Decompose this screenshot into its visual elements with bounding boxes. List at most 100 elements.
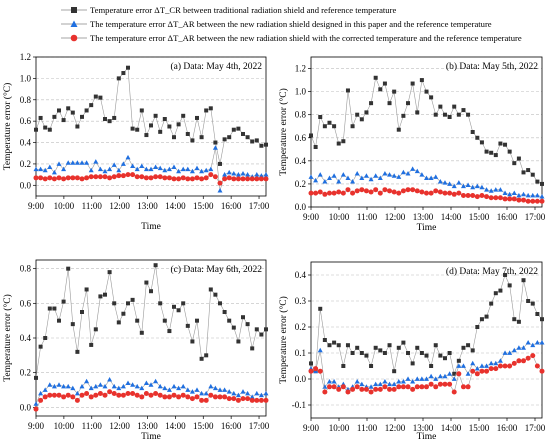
data-point — [433, 384, 439, 390]
data-point — [387, 381, 393, 387]
data-point — [199, 168, 205, 174]
data-point — [107, 270, 112, 275]
data-point — [511, 190, 517, 196]
data-point — [245, 176, 251, 182]
data-point — [308, 174, 314, 179]
data-point — [185, 323, 190, 328]
data-point — [507, 191, 513, 197]
data-point — [475, 325, 480, 329]
data-point — [526, 299, 531, 303]
y-tick-label: 0.0 — [20, 402, 32, 412]
x-axis-label: Time — [417, 223, 437, 233]
data-point — [213, 140, 218, 145]
data-point — [80, 310, 84, 314]
data-point — [447, 351, 452, 355]
data-point — [57, 108, 61, 113]
data-point — [116, 392, 122, 398]
data-point — [176, 394, 182, 400]
data-point — [52, 114, 57, 119]
data-point — [433, 188, 439, 194]
data-point — [102, 392, 108, 398]
data-point — [217, 188, 223, 193]
data-point — [93, 383, 99, 389]
data-point — [153, 390, 159, 396]
data-point — [97, 174, 103, 180]
data-point — [382, 384, 388, 390]
data-point — [359, 117, 364, 122]
series-ar — [308, 166, 545, 199]
data-point — [34, 375, 38, 380]
data-point — [502, 350, 508, 355]
data-point — [217, 387, 223, 392]
x-tick-label: 17:00 — [249, 201, 270, 211]
data-point — [153, 174, 159, 180]
data-point — [327, 343, 332, 348]
data-point — [79, 392, 85, 398]
series-line — [35, 66, 267, 164]
data-point — [530, 353, 536, 359]
data-point — [451, 389, 457, 395]
data-point — [317, 189, 323, 195]
data-point — [460, 183, 466, 189]
x-tick-label: 17:00 — [525, 423, 546, 433]
data-point — [226, 389, 232, 394]
data-point — [516, 345, 522, 350]
legend-item-cr: Temperature error ΔT_CR between traditio… — [60, 3, 548, 17]
data-point — [56, 382, 62, 387]
x-tick-label: 16:00 — [221, 201, 242, 211]
data-point — [222, 387, 228, 392]
y-tick-label: 0.4 — [20, 333, 32, 343]
data-point — [66, 106, 71, 111]
data-point — [195, 318, 199, 323]
data-point — [534, 192, 540, 198]
data-point — [236, 339, 241, 344]
data-point — [336, 141, 341, 146]
y-tick-label: 0.0 — [20, 180, 32, 190]
data-point — [419, 189, 425, 195]
data-point — [93, 159, 99, 164]
data-point — [70, 385, 76, 391]
data-point — [396, 190, 402, 196]
data-point — [258, 392, 264, 398]
data-point — [162, 117, 167, 122]
x-tick-label: 15:00 — [469, 423, 490, 433]
data-point — [65, 392, 71, 398]
data-point — [382, 81, 387, 86]
data-point — [185, 176, 191, 182]
panel-annotation: (c) Data: May 6th, 2022 — [170, 264, 262, 275]
data-point — [143, 166, 149, 172]
y-axis-label: Temperature error (°C) — [2, 294, 13, 382]
data-point — [125, 172, 131, 178]
series-corrected — [308, 353, 545, 395]
y-tick-label: 1.2 — [295, 64, 306, 74]
data-point — [539, 194, 545, 199]
data-point — [540, 317, 544, 322]
legend-label-cr: Temperature error ΔT_CR between traditio… — [90, 5, 397, 15]
data-point — [539, 340, 545, 345]
data-point — [433, 174, 439, 179]
data-point — [502, 363, 508, 369]
data-point — [336, 343, 341, 348]
data-point — [484, 187, 490, 192]
data-point — [235, 397, 241, 403]
data-point — [460, 363, 466, 368]
data-point — [396, 174, 402, 179]
x-axis-label: Time — [417, 432, 437, 442]
x-tick-label: 11:00 — [357, 212, 378, 222]
data-point — [121, 311, 126, 316]
data-point — [144, 133, 149, 138]
chart-panel-d: -0.1 0.0 0.1 0.2 0.3 0.4 9:00 10:00 11:00 12:00 13… — [278, 261, 546, 442]
data-point — [66, 266, 71, 271]
data-point — [359, 351, 364, 355]
data-point — [382, 351, 387, 355]
data-point — [199, 135, 204, 140]
data-point — [377, 386, 383, 392]
x-tick-label: 16:00 — [497, 423, 518, 433]
series-ar — [33, 145, 269, 193]
data-point — [89, 103, 94, 108]
data-point — [204, 108, 209, 113]
data-point — [460, 384, 466, 390]
data-point — [428, 381, 434, 387]
chart-panel-c: 0.0 0.2 0.4 0.6 0.8 9:00 10:00 11:00 12:00 13:00 1… — [2, 259, 270, 442]
data-point — [33, 401, 39, 406]
